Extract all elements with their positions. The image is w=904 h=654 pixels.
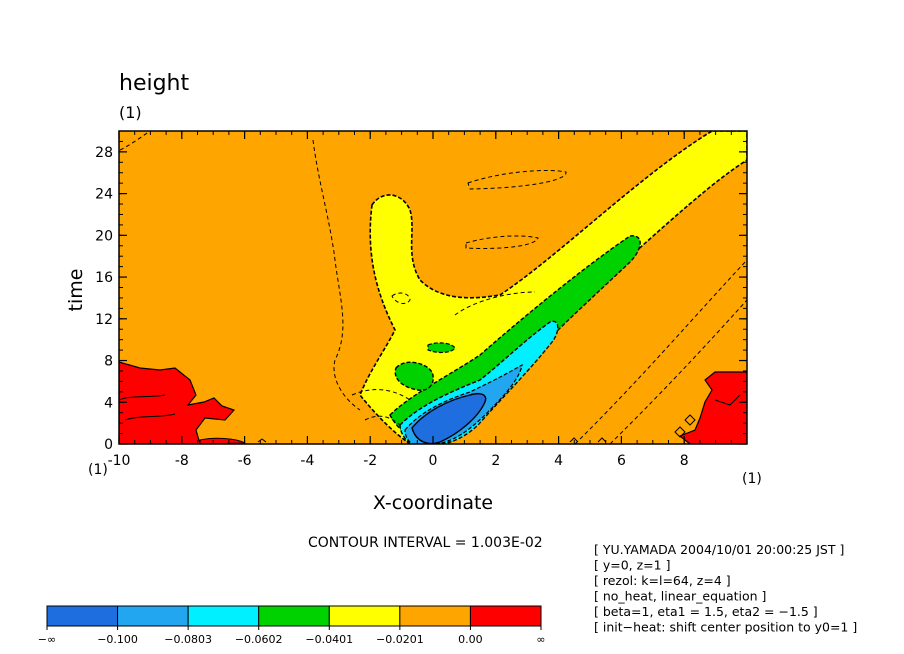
legend-band xyxy=(258,605,330,627)
color-legend: −∞ −0.100 −0.0803 −0.0602 −0.0401 −0.0201 0.00… xyxy=(38,605,546,646)
legend-band xyxy=(469,605,542,627)
band-green-patch xyxy=(394,361,434,391)
y-axis: 0 4 8 12 16 20 24 28 xyxy=(95,130,747,453)
x-tick-label: -4 xyxy=(300,453,314,469)
y-tick-label: 28 xyxy=(95,145,113,161)
positive-red-left xyxy=(119,361,236,444)
x-tick-label: 2 xyxy=(491,453,500,469)
positive-red-right xyxy=(678,371,747,444)
contour-interval: CONTOUR INTERVAL = 1.003E-02 xyxy=(308,535,543,551)
y-tick-label: 24 xyxy=(95,187,113,203)
legend-label: −0.0401 xyxy=(305,633,353,646)
contour-lines xyxy=(119,131,747,444)
legend-band xyxy=(328,605,401,627)
legend-label: −0.0602 xyxy=(235,633,283,646)
y-tick-label: 0 xyxy=(104,437,113,453)
legend-band xyxy=(46,605,119,627)
band-green-patch-2 xyxy=(427,342,456,354)
x-axis-label: X-coordinate xyxy=(373,492,493,514)
info-line: [ no_heat, linear_equation ] xyxy=(594,589,766,604)
legend-band xyxy=(117,605,189,627)
x-tick-label: -10 xyxy=(108,453,131,469)
y-tick-label: 8 xyxy=(104,354,113,370)
chart-title: height xyxy=(119,71,189,96)
x-tick-label: -8 xyxy=(175,453,189,469)
legend-band xyxy=(187,605,260,627)
x-tick-label: 8 xyxy=(680,453,689,469)
info-line: [ rezol: k=l=64, z=4 ] xyxy=(594,573,731,588)
y-tick-label: 20 xyxy=(95,228,113,244)
x-tick-label: 6 xyxy=(617,453,626,469)
x-axis: -10 -8 -6 -4 -2 0 2 4 6 8 xyxy=(108,131,748,469)
y-tick-label: 4 xyxy=(104,395,113,411)
legend-label: −∞ xyxy=(38,633,56,646)
y-axis-label: time xyxy=(65,269,87,312)
plot-area xyxy=(119,131,747,444)
x-tick-label: -6 xyxy=(238,453,252,469)
info-line: [ beta=1, eta1 = 1.5, eta2 = −1.5 ] xyxy=(594,604,818,619)
y-axis-units: (1) xyxy=(88,462,108,478)
legend-label: −0.100 xyxy=(97,633,138,646)
legend-label: −0.0803 xyxy=(164,633,212,646)
positive-contours xyxy=(119,394,741,443)
info-line: [ init−heat: shift center position to y0… xyxy=(594,620,857,635)
x-tick-label: -2 xyxy=(363,453,377,469)
legend-band xyxy=(399,605,471,627)
x-axis-units: (1) xyxy=(742,471,762,487)
legend-label: −0.0201 xyxy=(376,633,424,646)
info-line: [ YU.YAMADA 2004/10/01 20:00:25 JST ] xyxy=(594,542,844,557)
x-tick-label: 4 xyxy=(554,453,563,469)
legend-label: ∞ xyxy=(536,633,545,646)
legend-label: 0.00 xyxy=(458,633,483,646)
y-tick-label: 12 xyxy=(95,312,113,328)
x-tick-label: 0 xyxy=(429,453,438,469)
run-info: [ YU.YAMADA 2004/10/01 20:00:25 JST ][ y… xyxy=(594,542,857,635)
y-tick-label: 16 xyxy=(95,270,113,286)
chart-title-units: (1) xyxy=(119,103,142,122)
info-line: [ y=0, z=1 ] xyxy=(594,558,670,573)
